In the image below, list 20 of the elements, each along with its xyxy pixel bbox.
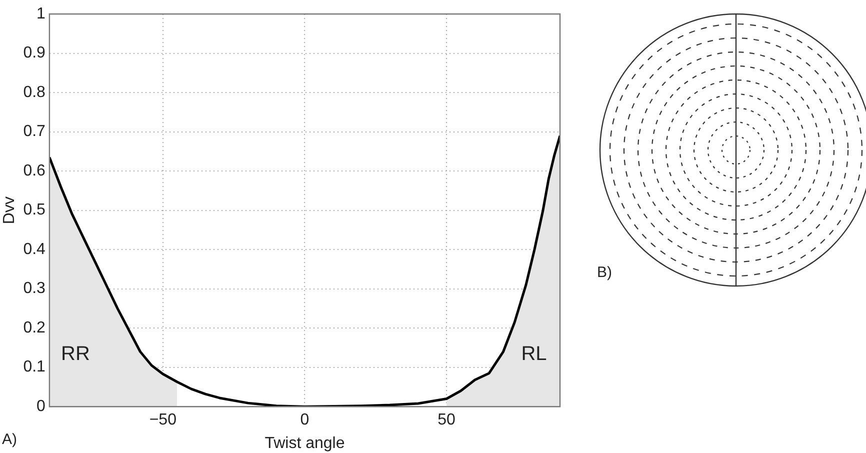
x-tick-label: 0 xyxy=(300,412,310,429)
y-tick-label: 0.1 xyxy=(23,358,46,376)
y-tick-label: 0.4 xyxy=(23,240,46,258)
y-tick-label: 0.8 xyxy=(23,84,46,101)
x-axis-title: Twist angle xyxy=(264,434,345,452)
annotation: RL xyxy=(521,343,547,366)
y-tick-label: 0.3 xyxy=(23,280,46,298)
x-tick-label: 50 xyxy=(438,412,456,429)
y-tick-label: 0.5 xyxy=(23,202,46,219)
text: A) xyxy=(2,431,18,448)
y-tick-label: 0.6 xyxy=(23,162,46,180)
x-tick-label: −50 xyxy=(149,412,177,429)
y-axis-title: Dvv xyxy=(1,196,18,224)
y-tick-label: 1 xyxy=(36,5,46,22)
annotation: RR xyxy=(60,343,90,366)
y-tick-label: 0.2 xyxy=(23,319,46,336)
y-tick-label: 0.9 xyxy=(23,44,46,62)
y-tick-label: 0 xyxy=(36,398,46,416)
text: B) xyxy=(597,264,612,281)
y-tick-label: 0.7 xyxy=(23,123,46,140)
